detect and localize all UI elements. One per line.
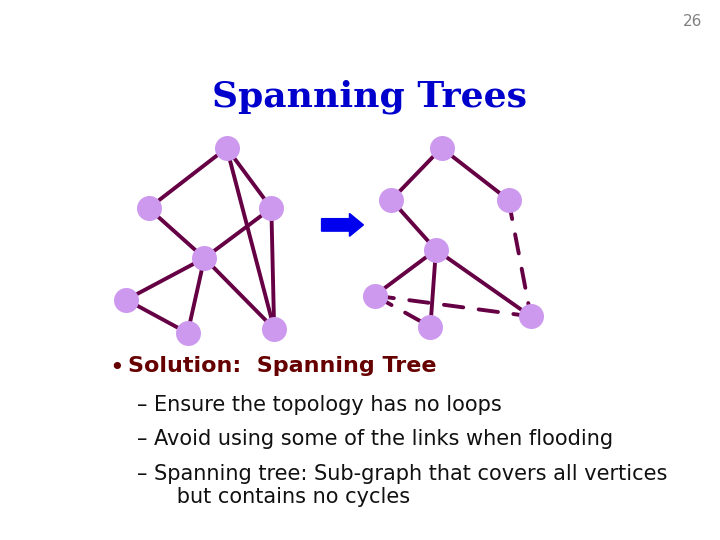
Text: – Avoid using some of the links when flooding: – Avoid using some of the links when flo… <box>138 429 613 449</box>
Text: •: • <box>109 356 125 380</box>
Text: – Spanning tree: Sub-graph that covers all vertices
      but contains no cycles: – Spanning tree: Sub-graph that covers a… <box>138 463 668 507</box>
FancyArrow shape <box>322 213 364 237</box>
Text: Solution:  Spanning Tree: Solution: Spanning Tree <box>128 356 436 376</box>
Text: – Ensure the topology has no loops: – Ensure the topology has no loops <box>138 395 502 415</box>
Text: 26: 26 <box>683 14 702 29</box>
Text: Spanning Trees: Spanning Trees <box>212 79 526 114</box>
